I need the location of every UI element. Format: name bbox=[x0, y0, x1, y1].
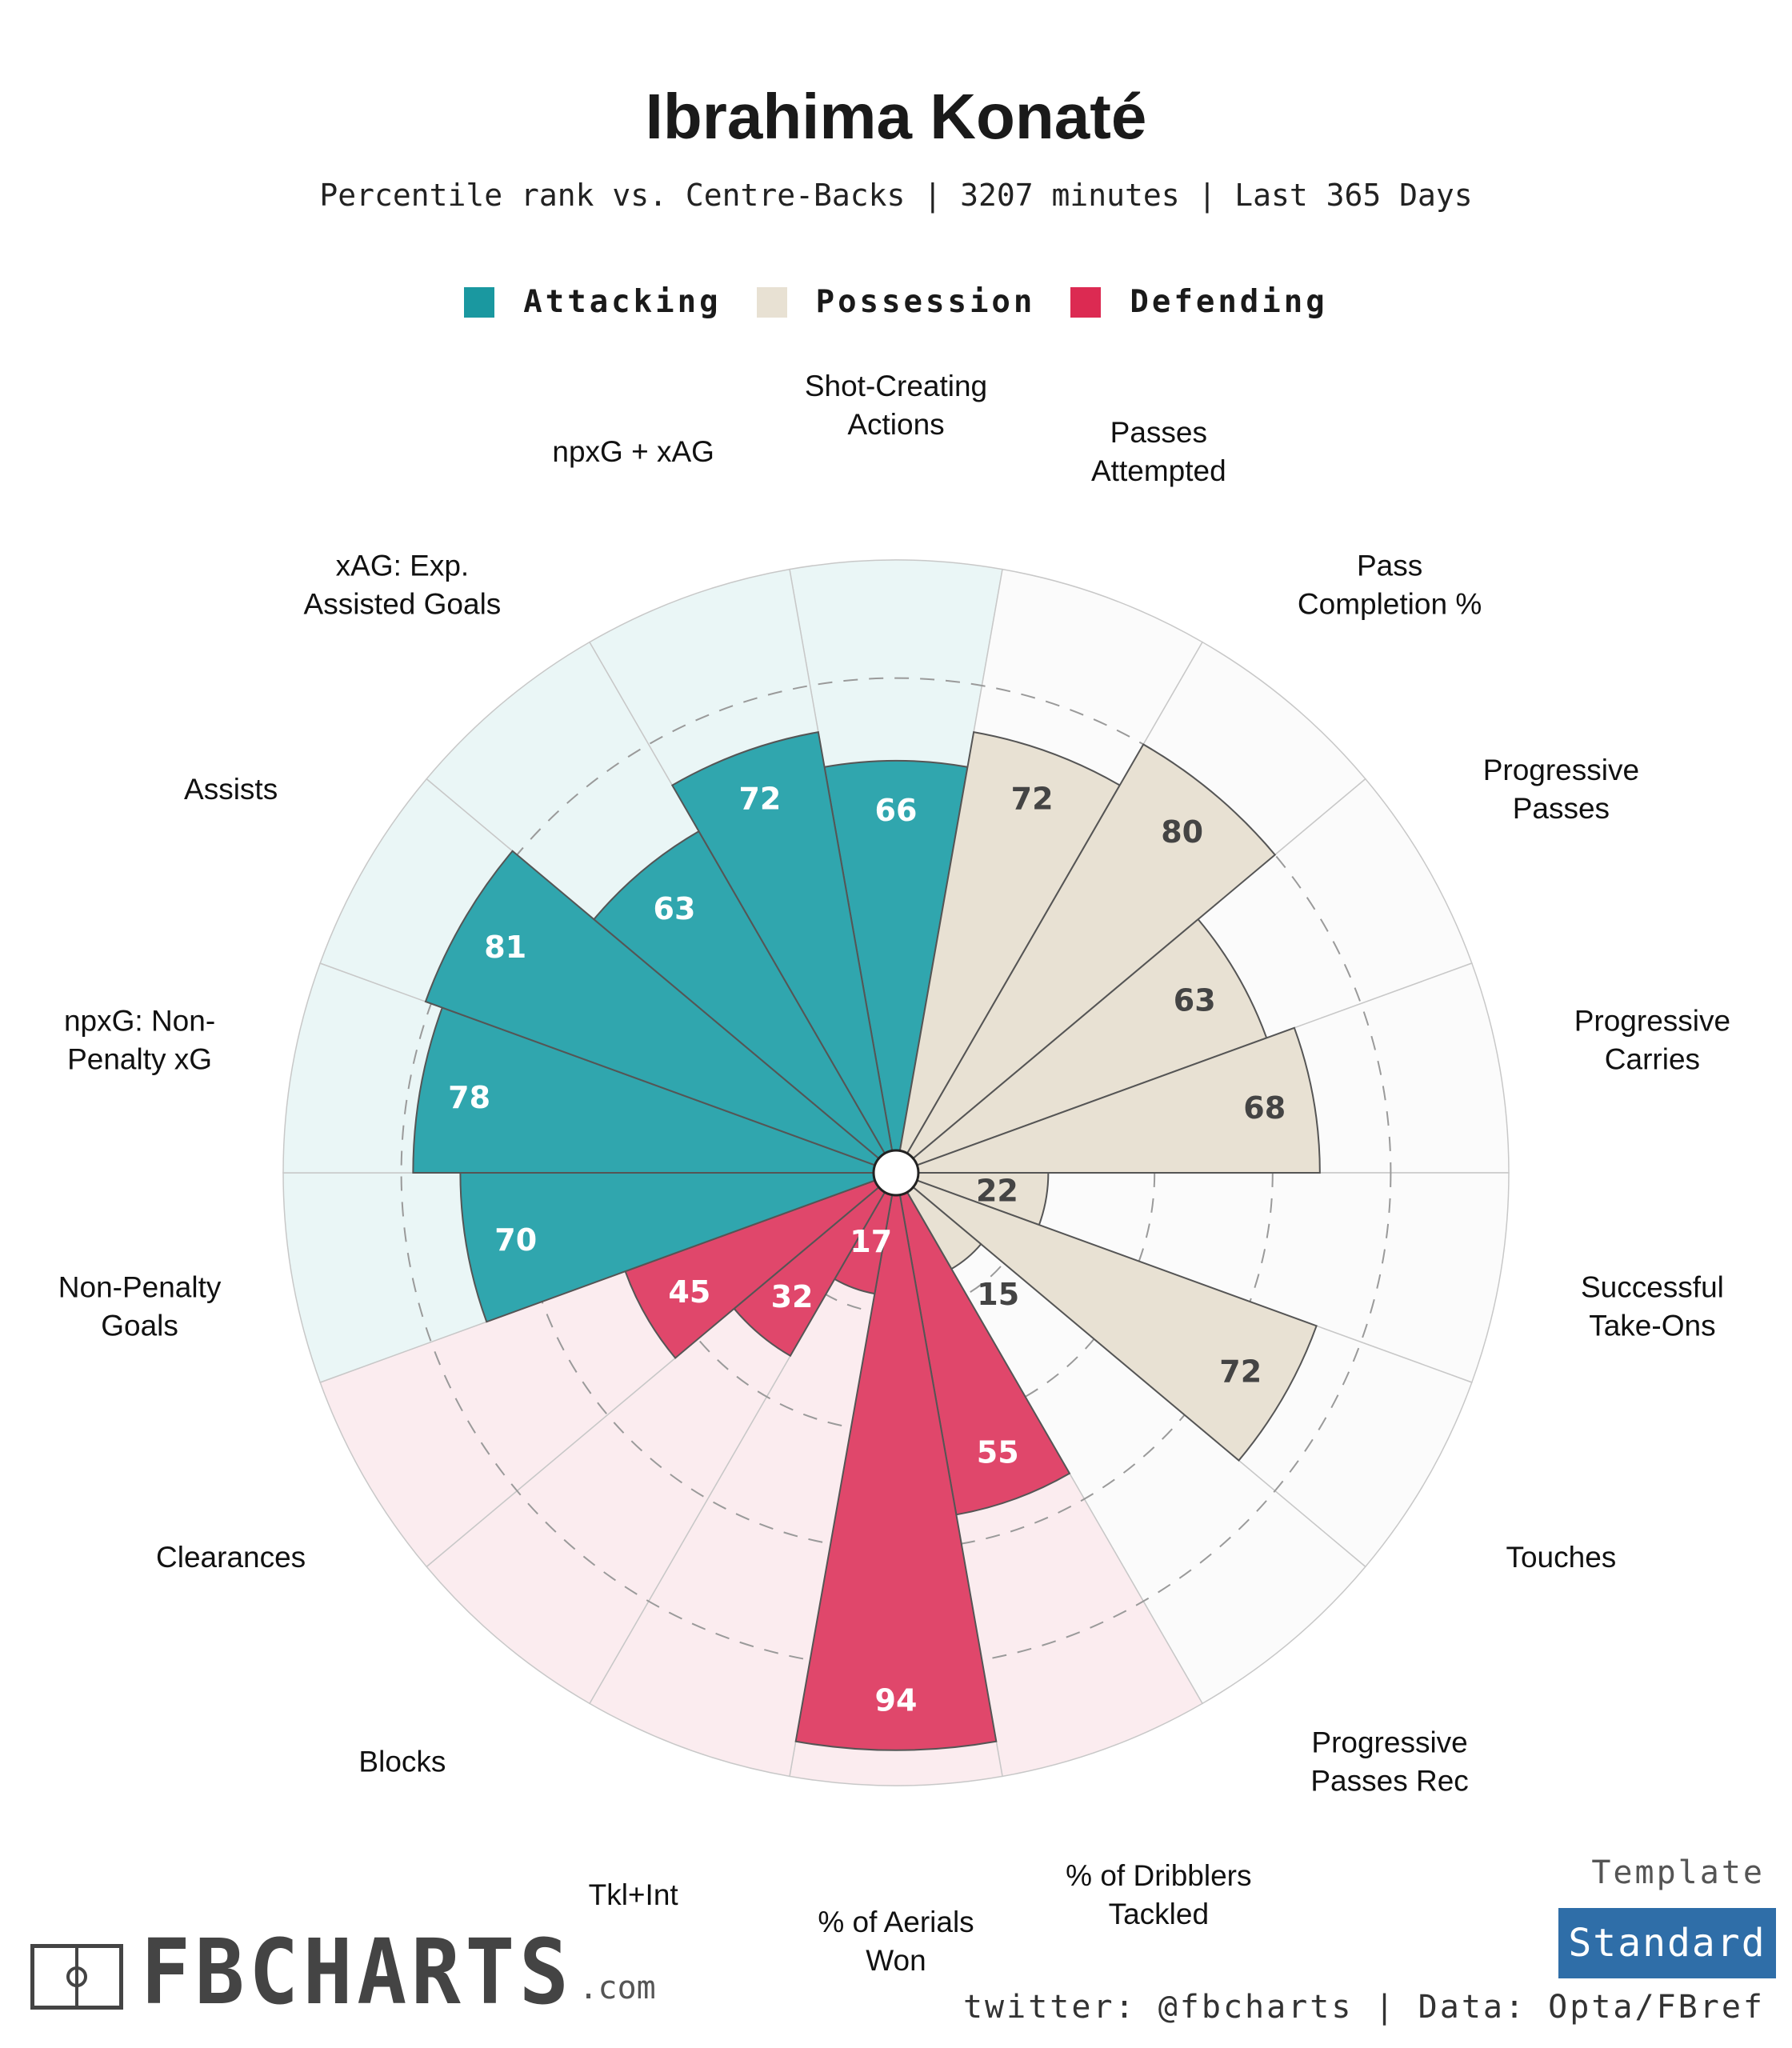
value-label-passes-attempted: 72 bbox=[1011, 782, 1054, 817]
value-label-progressive-carries: 68 bbox=[1243, 1090, 1286, 1126]
legend-item-possession: Possession bbox=[756, 284, 1036, 320]
category-label-progressive-carries: Progressive Carries bbox=[1574, 1004, 1730, 1075]
center-hub-circle bbox=[872, 1149, 920, 1197]
value-label-xag-exp-assisted-goals: 63 bbox=[654, 891, 696, 926]
value-label-of-dribblers-tackled: 55 bbox=[977, 1434, 1019, 1470]
legend: Attacking Possession Defending bbox=[0, 284, 1792, 320]
logo-text: FBCHARTS bbox=[141, 1921, 574, 2025]
value-label-non-penalty-goals: 70 bbox=[494, 1222, 537, 1258]
center-hub bbox=[872, 1149, 920, 1197]
chart-subtitle: Percentile rank vs. Centre-Backs | 3207 … bbox=[319, 178, 1473, 213]
pitch-icon bbox=[30, 1944, 123, 2010]
category-label-successful-take-ons: Successful Take-Ons bbox=[1581, 1270, 1724, 1342]
legend-label-attacking: Attacking bbox=[523, 284, 722, 320]
legend-item-attacking: Attacking bbox=[464, 284, 721, 320]
category-label-tkl-int: Tkl+Int bbox=[589, 1878, 679, 1911]
value-label-shot-creating-actions: 66 bbox=[875, 793, 918, 828]
legend-swatch-attacking bbox=[464, 286, 495, 318]
category-label-non-penalty-goals: Non-Penalty Goals bbox=[58, 1270, 222, 1342]
value-label-progressive-passes: 63 bbox=[1174, 983, 1216, 1018]
category-label-assists: Assists bbox=[184, 773, 278, 806]
category-label-blocks: Blocks bbox=[358, 1745, 446, 1778]
category-label-xag-exp-assisted-goals: xAG: Exp. Assisted Goals bbox=[304, 549, 502, 620]
legend-label-defending: Defending bbox=[1130, 284, 1328, 320]
value-label-npxg-non-penalty-xg: 78 bbox=[448, 1080, 490, 1115]
chart-title: Ibrahima Konaté bbox=[645, 81, 1147, 152]
category-label-npxg-xag: npxG + xAG bbox=[552, 434, 714, 467]
fbcharts-logo: FBCHARTS .com bbox=[30, 1921, 656, 2025]
category-label-progressive-passes: Progressive Passes bbox=[1483, 754, 1639, 825]
value-label-assists: 81 bbox=[484, 930, 526, 965]
category-label-npxg-non-penalty-xg: npxG: Non-Penalty xG bbox=[64, 1004, 215, 1075]
category-label-progressive-passes-rec: Progressive Passes Rec bbox=[1310, 1726, 1468, 1797]
category-label-touches: Touches bbox=[1506, 1541, 1616, 1574]
value-label-touches: 72 bbox=[1219, 1354, 1262, 1390]
value-label-of-aerials-won: 94 bbox=[875, 1683, 918, 1718]
category-label-pass-completion: Pass Completion % bbox=[1298, 549, 1482, 620]
category-label-of-dribblers-tackled: % of Dribblers Tackled bbox=[1066, 1859, 1251, 1930]
data-bars bbox=[412, 730, 1321, 1751]
logo-suffix: .com bbox=[578, 1970, 656, 2006]
template-badge: Standard bbox=[1558, 1908, 1776, 1978]
value-label-successful-take-ons: 22 bbox=[976, 1173, 1018, 1208]
value-label-pass-completion: 80 bbox=[1161, 814, 1203, 850]
legend-swatch-defending bbox=[1070, 286, 1102, 318]
value-label-npxg-xag: 72 bbox=[738, 782, 781, 817]
category-labels: Shot-Creating Actions Passes Attempted Pass C… bbox=[58, 370, 1730, 1977]
value-label-progressive-passes-rec: 15 bbox=[977, 1277, 1019, 1312]
value-label-tkl-int: 17 bbox=[850, 1224, 892, 1259]
legend-item-defending: Defending bbox=[1070, 284, 1327, 320]
category-label-clearances: Clearances bbox=[156, 1541, 306, 1574]
category-label-passes-attempted: Passes Attempted bbox=[1091, 415, 1226, 486]
legend-swatch-possession bbox=[756, 286, 787, 318]
category-label-of-aerials-won: % of Aerials Won bbox=[818, 1906, 974, 1977]
template-label: Template bbox=[1591, 1854, 1765, 1891]
category-label-shot-creating-actions: Shot-Creating Actions bbox=[805, 370, 987, 441]
value-label-clearances: 45 bbox=[668, 1274, 710, 1310]
data-credit: twitter: @fbcharts | Data: Opta/FBref bbox=[962, 1989, 1765, 2026]
legend-label-possession: Possession bbox=[815, 284, 1036, 320]
value-labels: 66 72 80 63 68 22 72 15 55 94 17 32 45 70 78 81 63 72 bbox=[448, 782, 1286, 1718]
value-label-blocks: 32 bbox=[771, 1279, 814, 1314]
